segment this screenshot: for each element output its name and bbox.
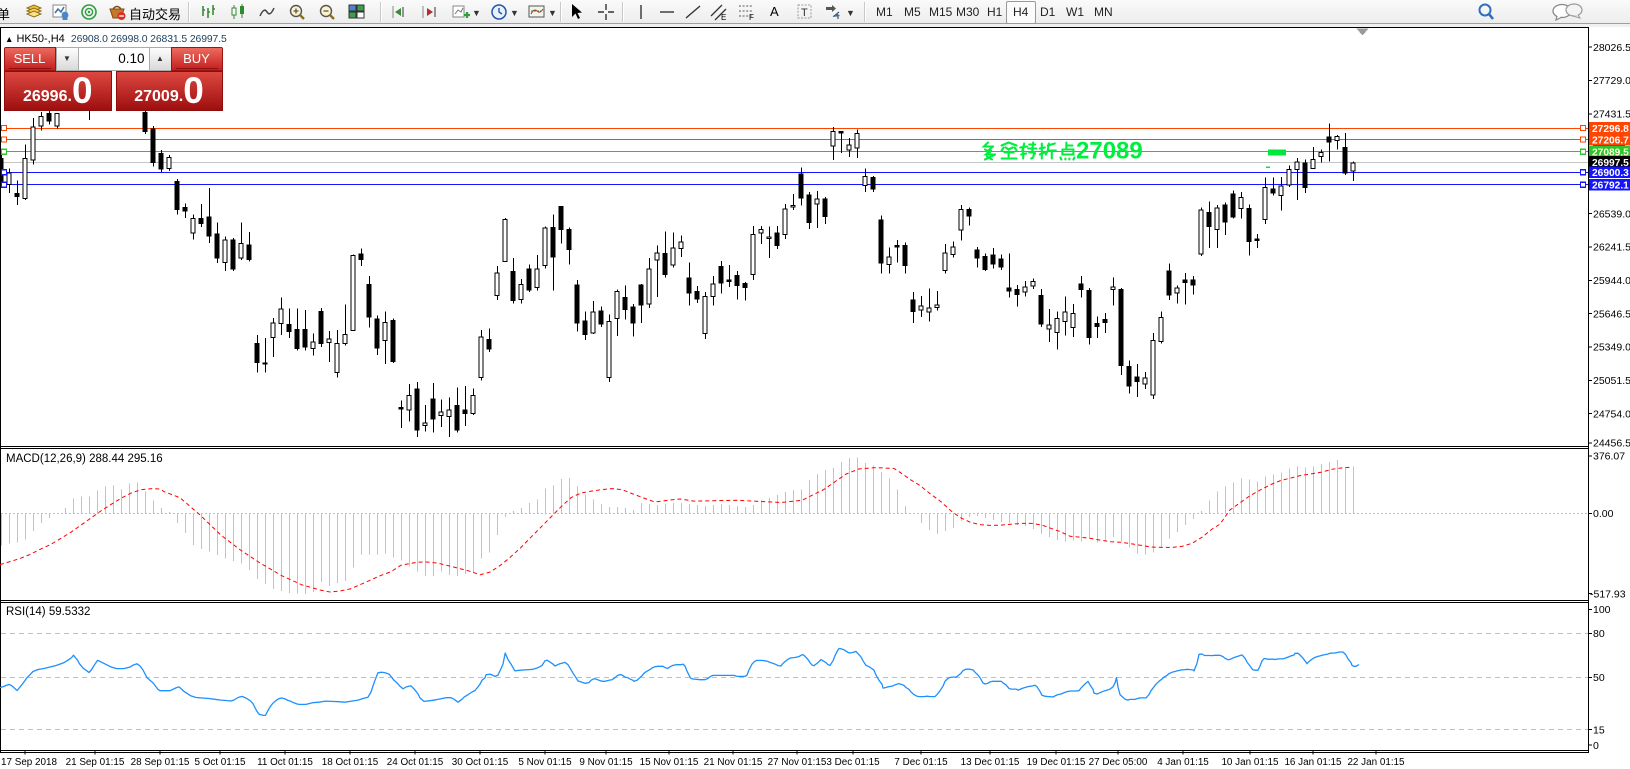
svg-text:26539.0: 26539.0 — [1593, 208, 1630, 220]
svg-text:27729.0: 27729.0 — [1593, 75, 1630, 87]
svg-text:5 Oct 01:15: 5 Oct 01:15 — [194, 757, 246, 768]
svg-text:0: 0 — [1593, 740, 1599, 752]
svg-text:26792.1: 26792.1 — [1592, 181, 1629, 192]
svg-text:9 Nov 01:15: 9 Nov 01:15 — [579, 757, 633, 768]
svg-text:19 Dec 01:15: 19 Dec 01:15 — [1027, 757, 1086, 768]
svg-text:4 Jan 01:15: 4 Jan 01:15 — [1157, 757, 1209, 768]
svg-text:27089.5: 27089.5 — [1592, 148, 1629, 159]
svg-text:T: T — [801, 7, 808, 19]
svg-text:25051.5: 25051.5 — [1593, 375, 1630, 387]
svg-text:3 Dec 01:15: 3 Dec 01:15 — [826, 757, 880, 768]
svg-text:0.00: 0.00 — [1593, 508, 1614, 520]
svg-text:21 Sep 01:15: 21 Sep 01:15 — [66, 757, 125, 768]
svg-text:10 Jan 01:15: 10 Jan 01:15 — [1221, 757, 1279, 768]
svg-text:13 Dec 01:15: 13 Dec 01:15 — [961, 757, 1020, 768]
svg-text:27 Nov 01:15: 27 Nov 01:15 — [768, 757, 827, 768]
svg-text:27 Dec 05:00: 27 Dec 05:00 — [1089, 757, 1148, 768]
svg-text:100: 100 — [1593, 604, 1611, 616]
svg-text:27206.7: 27206.7 — [1592, 135, 1629, 146]
svg-text:15 Nov 01:15: 15 Nov 01:15 — [640, 757, 699, 768]
svg-text:18 Oct 01:15: 18 Oct 01:15 — [322, 757, 379, 768]
svg-text:RSI(14) 59.5332: RSI(14) 59.5332 — [6, 606, 90, 618]
svg-text:30 Oct 01:15: 30 Oct 01:15 — [452, 757, 509, 768]
svg-text:5 Nov 01:15: 5 Nov 01:15 — [518, 757, 572, 768]
svg-text:50: 50 — [1593, 672, 1605, 684]
svg-text:-517.93: -517.93 — [1590, 588, 1626, 600]
svg-text:17 Sep 2018: 17 Sep 2018 — [1, 757, 58, 768]
svg-text:26900.3: 26900.3 — [1592, 168, 1629, 179]
svg-text:24 Oct 01:15: 24 Oct 01:15 — [387, 757, 444, 768]
svg-text:25349.0: 25349.0 — [1593, 342, 1630, 354]
svg-text:27296.8: 27296.8 — [1592, 124, 1629, 135]
svg-text:80: 80 — [1593, 628, 1605, 640]
svg-text:376.07: 376.07 — [1593, 451, 1625, 463]
svg-text:26241.5: 26241.5 — [1593, 242, 1630, 254]
svg-text:E: E — [721, 13, 726, 21]
svg-text:24754.0: 24754.0 — [1593, 408, 1630, 420]
svg-text:25944.0: 25944.0 — [1593, 275, 1630, 287]
svg-text:28026.5: 28026.5 — [1593, 42, 1630, 54]
svg-text:27431.5: 27431.5 — [1593, 109, 1630, 121]
svg-text:24456.5: 24456.5 — [1593, 438, 1630, 450]
svg-text:7 Dec 01:15: 7 Dec 01:15 — [894, 757, 948, 768]
svg-text:22 Jan 01:15: 22 Jan 01:15 — [1347, 757, 1405, 768]
svg-text:16 Jan 01:15: 16 Jan 01:15 — [1284, 757, 1342, 768]
svg-text:F: F — [749, 13, 754, 21]
svg-text:15: 15 — [1593, 724, 1605, 736]
svg-text:27089: 27089 — [1076, 138, 1143, 165]
svg-text:MACD(12,26,9) 288.44 295.16: MACD(12,26,9) 288.44 295.16 — [6, 453, 163, 465]
svg-text:21 Nov 01:15: 21 Nov 01:15 — [704, 757, 763, 768]
svg-text:25646.5: 25646.5 — [1593, 308, 1630, 320]
svg-text:28 Sep 01:15: 28 Sep 01:15 — [131, 757, 190, 768]
svg-text:11 Oct 01:15: 11 Oct 01:15 — [257, 757, 313, 768]
svg-text:26997.5: 26997.5 — [1592, 158, 1629, 169]
